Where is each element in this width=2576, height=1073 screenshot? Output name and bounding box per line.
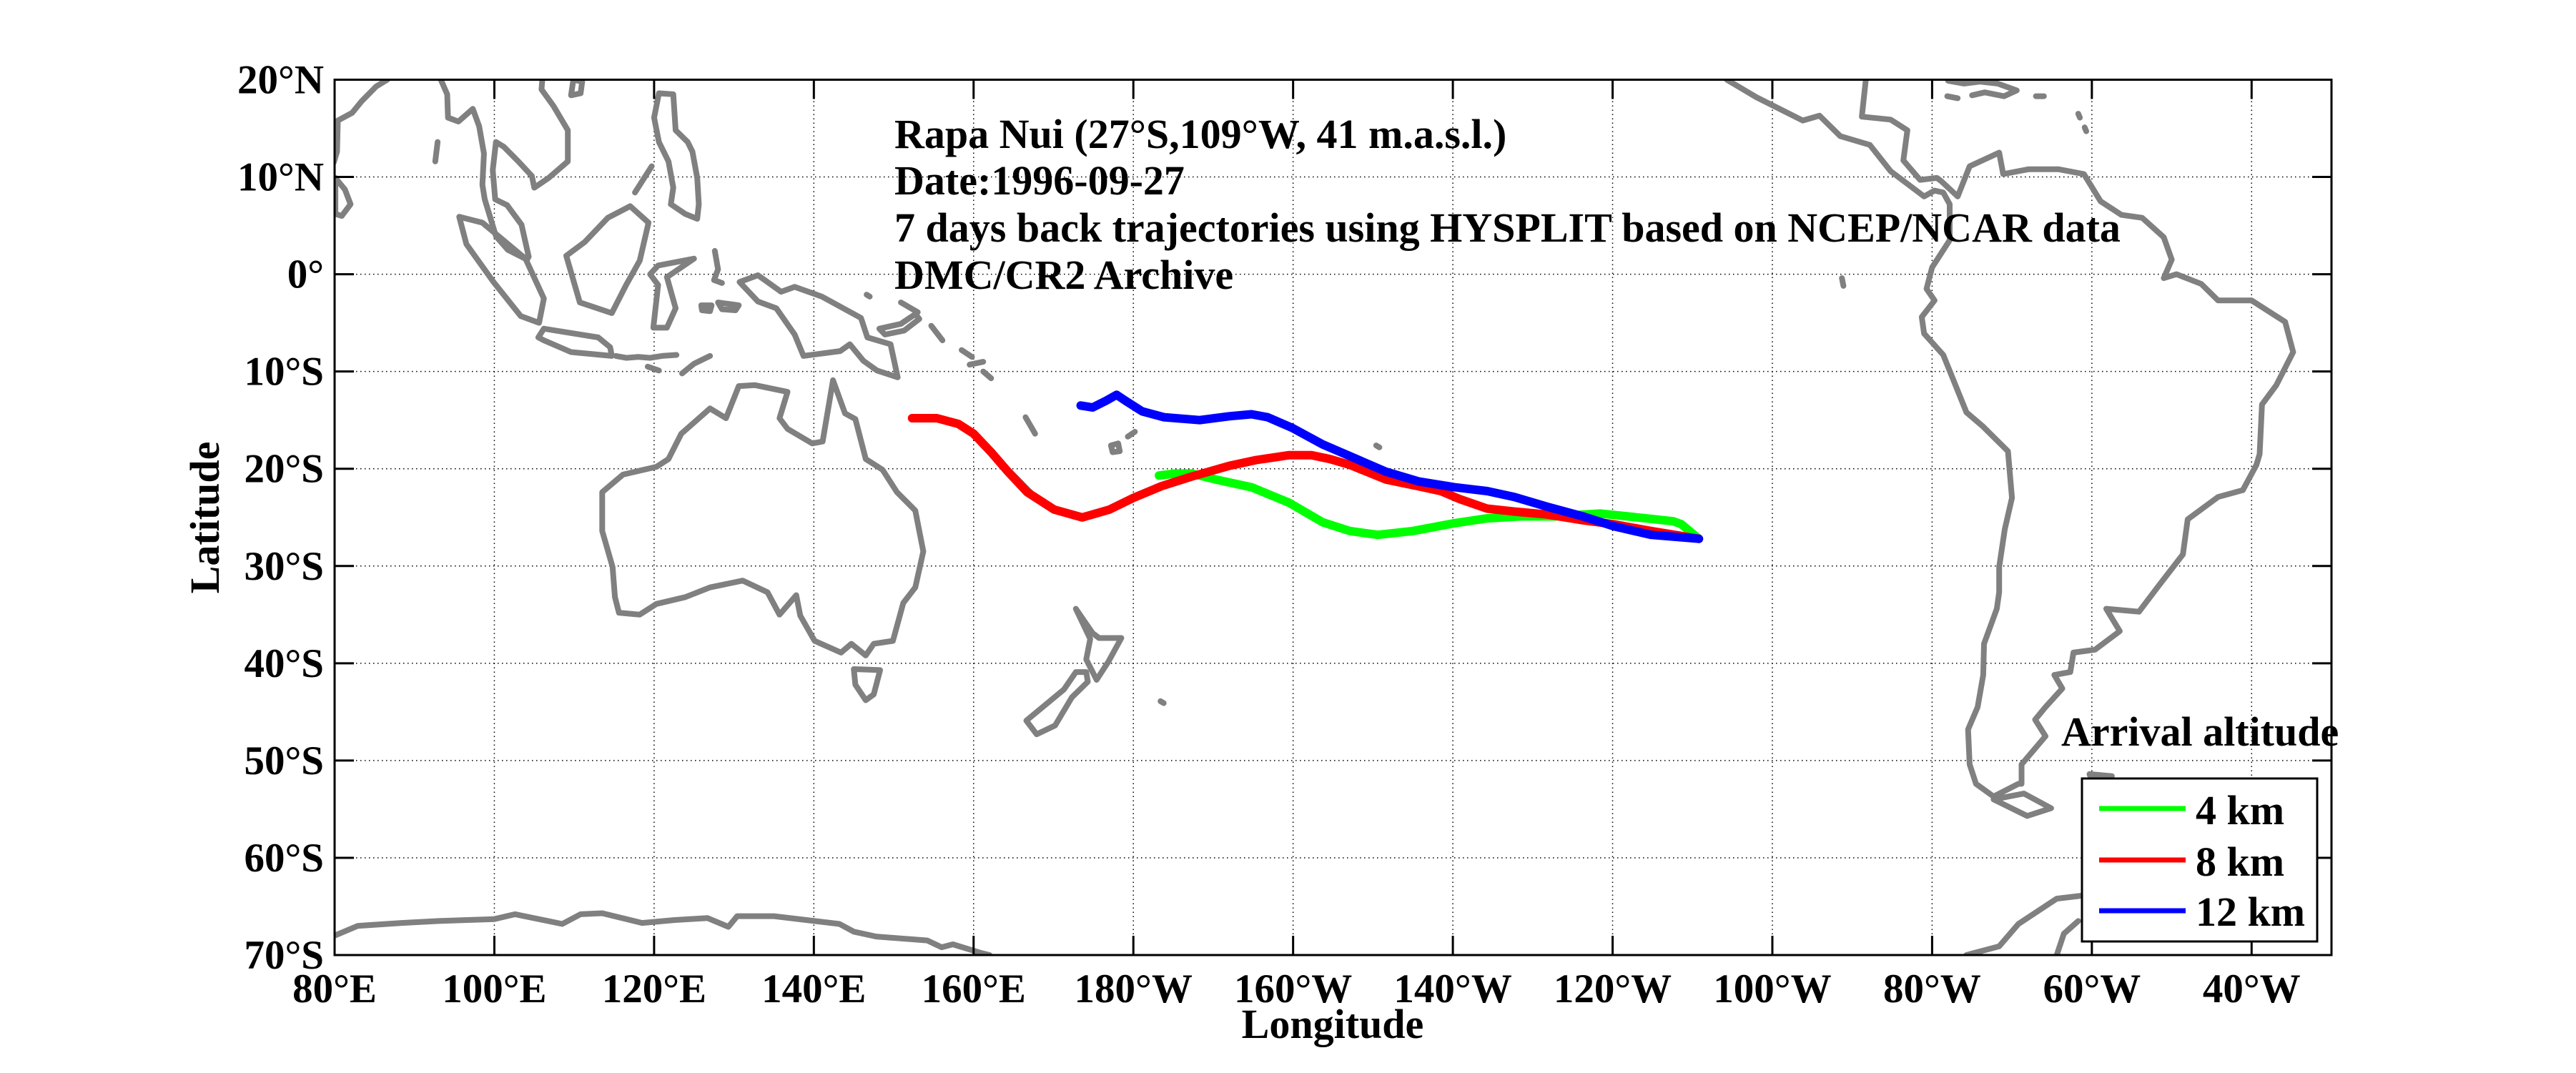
legend-label-4km: 4 km — [2196, 787, 2284, 834]
x-axis-label: Longitude — [1242, 1001, 1424, 1047]
trajectory-12km — [1076, 390, 1704, 543]
trajectory-8km — [907, 414, 1704, 543]
coastline — [1022, 414, 1038, 437]
y-tick-label: 50°S — [245, 738, 325, 783]
coastline — [980, 368, 995, 382]
coastline — [1963, 893, 2085, 955]
coastline — [864, 292, 873, 300]
y-tick-label: 0° — [287, 252, 324, 297]
annotation-station: Rapa Nui (27°S,109°W, 41 m.a.s.l.) — [894, 111, 1506, 157]
y-tick-label: 20°S — [245, 447, 325, 492]
y-axis-label: Latitude — [182, 442, 228, 594]
y-tick-label: 40°S — [245, 641, 325, 686]
y-tick-label: 30°S — [245, 544, 325, 589]
annotation-archive: DMC/CR2 Archive — [894, 252, 1233, 298]
coastline — [651, 90, 702, 222]
coastline — [967, 359, 987, 368]
coastline — [1125, 429, 1138, 440]
x-tick-label: 120°E — [602, 966, 706, 1012]
x-tick-label: 140°W — [1393, 966, 1511, 1012]
coastline — [563, 203, 652, 316]
coastline — [1839, 275, 1847, 289]
coastline — [438, 79, 571, 263]
coastline — [568, 79, 586, 99]
coastline — [1724, 79, 2296, 800]
coastline — [1990, 791, 2054, 819]
coastline — [959, 347, 975, 360]
coastline — [2081, 124, 2089, 134]
annotation-method: 7 days back trajectories using HYSPLIT b… — [894, 204, 2121, 251]
coastline — [1158, 698, 1167, 706]
coastline — [456, 214, 547, 326]
x-tick-label: 40°W — [2203, 966, 2301, 1012]
coastline — [928, 322, 946, 344]
y-tick-label: 10°S — [245, 350, 325, 395]
x-tick-label: 120°W — [1554, 966, 1672, 1012]
x-tick-label: 100°E — [442, 966, 546, 1012]
coastline — [647, 255, 697, 331]
coastline — [1373, 442, 1383, 450]
coastline — [736, 272, 901, 380]
x-tick-label: 60°W — [2043, 966, 2141, 1012]
x-tick-label: 80°E — [292, 966, 377, 1012]
coastline — [876, 311, 922, 337]
x-tick-label: 160°E — [922, 966, 1026, 1012]
coastline — [644, 363, 662, 374]
trajectory-4km — [1155, 469, 1704, 543]
coastline — [698, 302, 715, 315]
x-tick-label: 160°W — [1234, 966, 1352, 1012]
annotation-block: Rapa Nui (27°S,109°W, 41 m.a.s.l.) Date:… — [894, 111, 2121, 298]
gridlines — [334, 79, 2331, 956]
x-tick-label: 100°W — [1713, 966, 1831, 1012]
legend-label-12km: 12 km — [2196, 889, 2305, 935]
x-tick-label: 140°E — [761, 966, 866, 1012]
y-tick-label: 10°N — [237, 155, 324, 200]
x-tick-label: 80°W — [1883, 966, 1981, 1012]
coastline — [679, 352, 714, 377]
x-tick-label: 180°W — [1075, 966, 1193, 1012]
coastline — [1107, 440, 1123, 455]
y-tick-label: 20°N — [237, 58, 324, 103]
y-tick-label: 60°S — [245, 836, 325, 881]
coastline — [613, 352, 680, 361]
coastline — [335, 910, 993, 955]
plot-area — [335, 79, 2331, 955]
coastline — [2053, 918, 2081, 955]
coastline — [1023, 669, 1091, 738]
coastline — [851, 666, 883, 703]
coastline — [715, 300, 742, 313]
coastlines — [335, 79, 2296, 955]
coastline — [335, 79, 390, 165]
coastline — [599, 377, 927, 658]
coastline — [1945, 79, 2020, 99]
y-tick-label: 70°S — [245, 933, 325, 978]
coastline — [632, 163, 655, 196]
coastline — [711, 248, 725, 286]
legend-label-8km: 8 km — [2196, 839, 2284, 885]
coastline — [432, 139, 441, 164]
legend-title: Arrival altitude — [2061, 708, 2339, 755]
axes-frame — [333, 79, 2333, 956]
legend: Arrival altitude 4 km 8 km 12 km — [2061, 708, 2339, 943]
axes — [333, 79, 2333, 956]
trajectories — [907, 390, 1704, 543]
coastline — [1944, 93, 1961, 102]
tick-labels: 80°E 100°E 120°E 140°E 160°E 180°W 160°W 140°W 1… — [237, 58, 2301, 1012]
coastline — [898, 300, 921, 315]
coastline — [535, 325, 615, 359]
coastline — [2075, 111, 2083, 121]
annotation-date: Date:1996-09-27 — [894, 157, 1185, 204]
coastline — [1072, 605, 1125, 683]
